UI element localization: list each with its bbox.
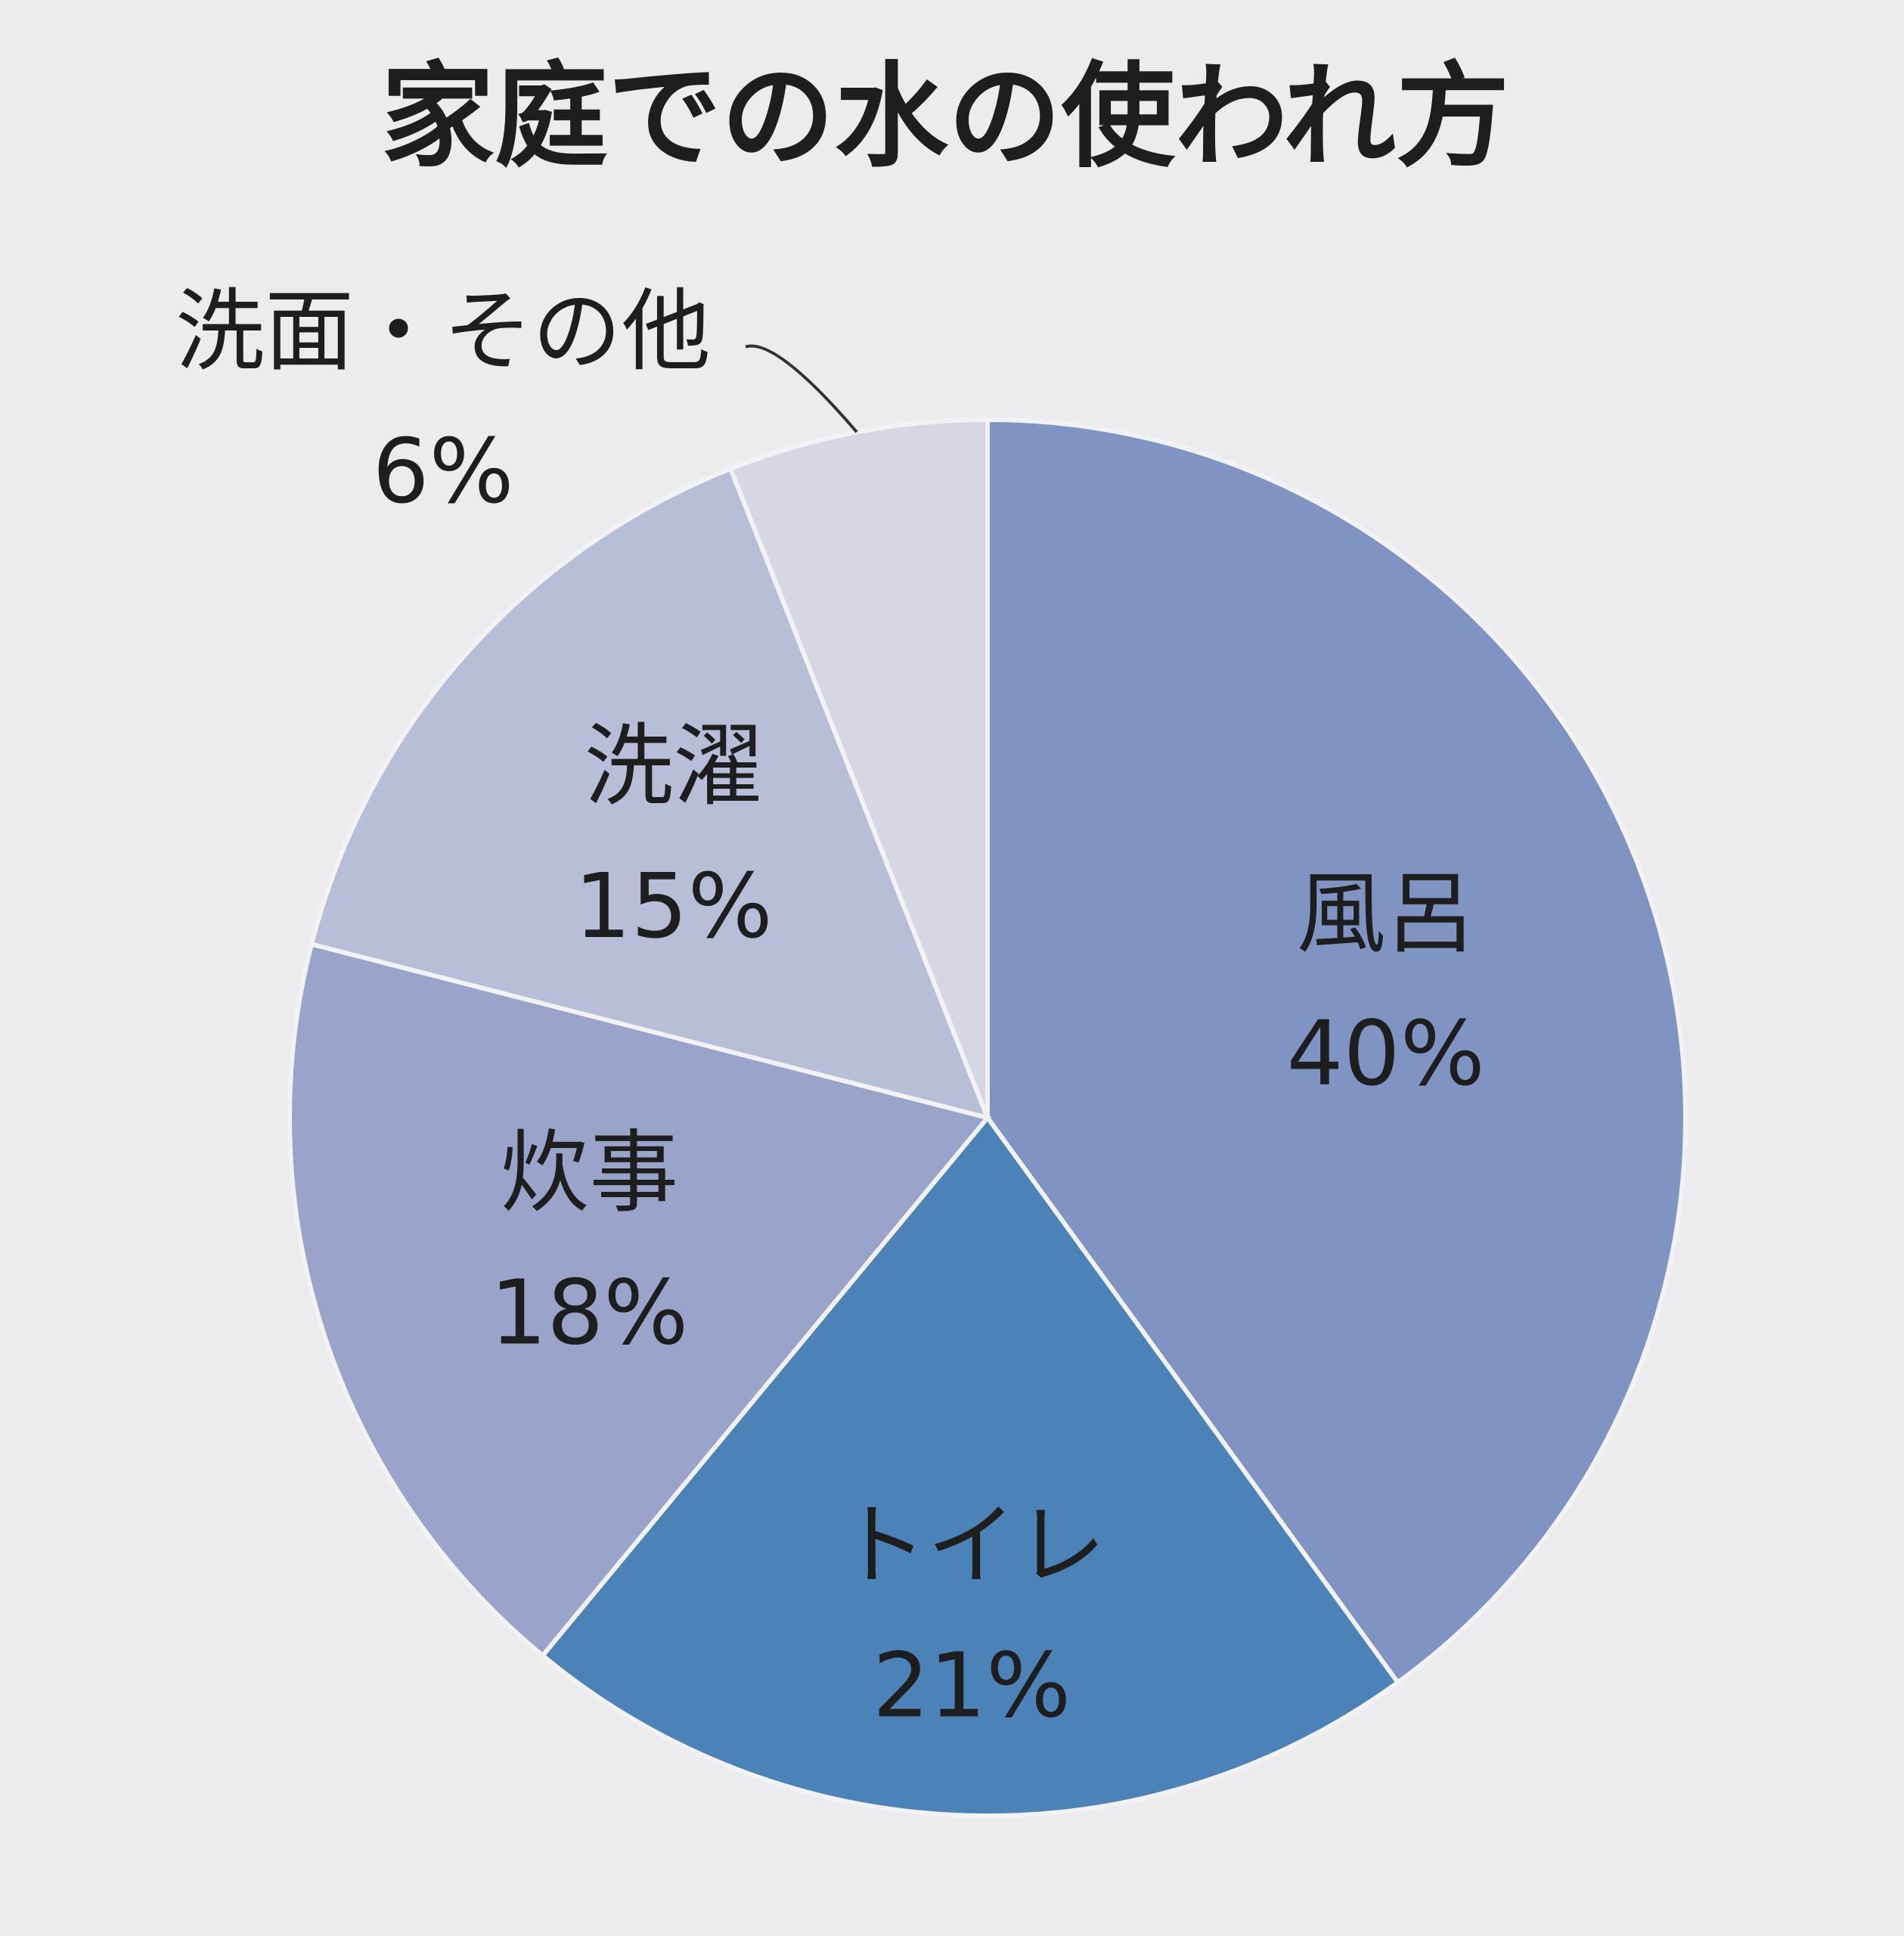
slice-label: 風呂 [1297,861,1475,966]
leader-line [745,344,858,433]
pie-slice [309,465,991,1122]
slice-value-label: 18% [490,1260,688,1364]
slice-value-label: 40% [1287,1001,1485,1106]
slice-label: 洗面・その他 [175,279,711,383]
pie-slice [539,1114,1401,1818]
slice-label: 洗濯 [585,714,763,818]
slice-label: トイレ [838,1493,1105,1597]
slice-label: 炊事 [500,1120,678,1224]
chart-title: 家庭での水の使われ方 [381,51,1510,183]
slice-value-label: 21% [873,1633,1071,1737]
slice-value-label: 6% [372,419,513,523]
slice-value-label: 15% [574,854,772,958]
pie-slice [287,941,992,1659]
pie-slice [985,417,1688,1686]
